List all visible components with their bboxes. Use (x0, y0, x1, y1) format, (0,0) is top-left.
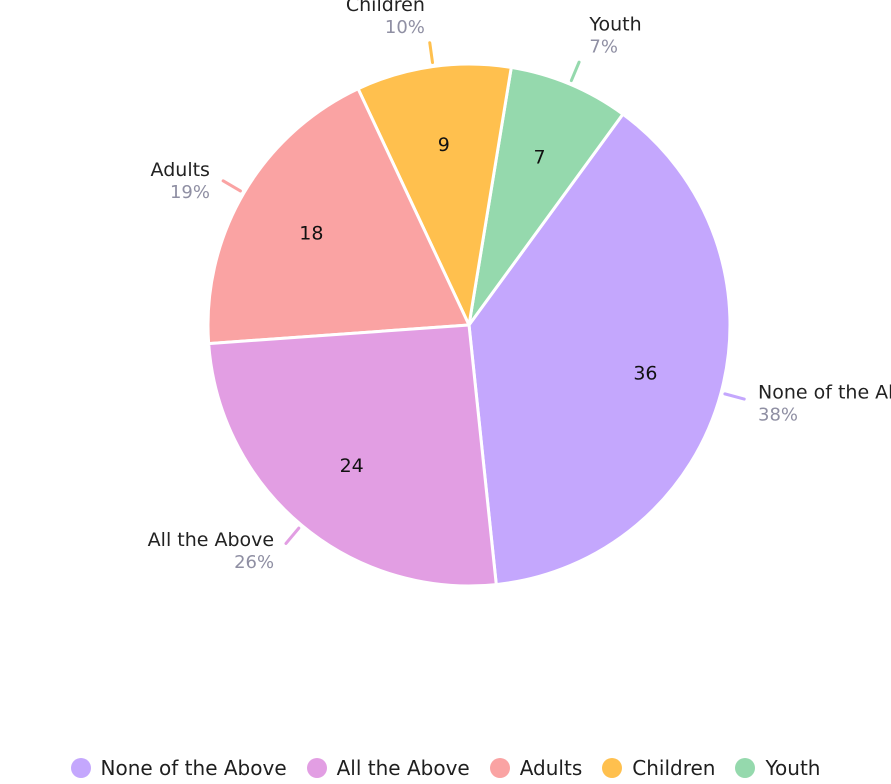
legend-swatch (735, 758, 756, 778)
slice-percent-youth: 7% (589, 37, 618, 58)
legend-swatch (70, 758, 91, 778)
pie-slice-adults[interactable] (206, 87, 471, 346)
slice-label-children: Children (346, 0, 425, 16)
slice-label-all-the-above: All the Above (148, 529, 274, 551)
leader-line-none-of-the-above (723, 392, 746, 401)
legend-label: All the Above (336, 756, 470, 780)
legend-item-adults[interactable]: Adults (489, 756, 583, 780)
pie-slice-all-the-above[interactable] (207, 323, 498, 588)
legend-swatch (489, 758, 510, 778)
legend-label: Youth (765, 756, 821, 780)
data-label-none-of-the-above: 36 (633, 362, 657, 384)
chart-legend: None of the Above All the Above Adults C… (0, 752, 891, 784)
legend-label: Adults (519, 756, 583, 780)
slice-percent-adults: 19% (170, 182, 210, 203)
legend-swatch (306, 758, 327, 778)
leader-line-youth (569, 60, 581, 83)
legend-item-children[interactable]: Children (602, 756, 715, 780)
leader-line-children (428, 41, 435, 65)
legend-item-none-of-the-above[interactable]: None of the Above (70, 756, 287, 780)
legend-label: Children (632, 756, 716, 780)
data-label-all-the-above: 24 (340, 455, 364, 477)
pie-slice-none-of-the-above[interactable] (467, 112, 732, 587)
data-label-youth: 7 (534, 146, 546, 168)
slice-label-none-of-the-above: None of the Above (758, 382, 891, 404)
leader-line-all-the-above (284, 526, 301, 545)
slice-percent-none-of-the-above: 38% (758, 405, 798, 426)
slice-percent-children: 10% (385, 17, 425, 38)
legend-item-youth[interactable]: Youth (735, 756, 820, 780)
legend-swatch (602, 758, 623, 778)
slice-label-youth: Youth (588, 14, 641, 36)
legend-label: None of the Above (100, 756, 287, 780)
pie-slice-youth[interactable] (467, 65, 625, 327)
leader-line-adults (221, 179, 242, 193)
legend-item-all-the-above[interactable]: All the Above (306, 756, 470, 780)
pie-slice-children[interactable] (356, 62, 513, 327)
data-label-children: 9 (438, 134, 450, 156)
slice-label-adults: Adults (151, 159, 210, 181)
slice-percent-all-the-above: 26% (234, 552, 274, 573)
data-label-adults: 18 (299, 223, 323, 245)
